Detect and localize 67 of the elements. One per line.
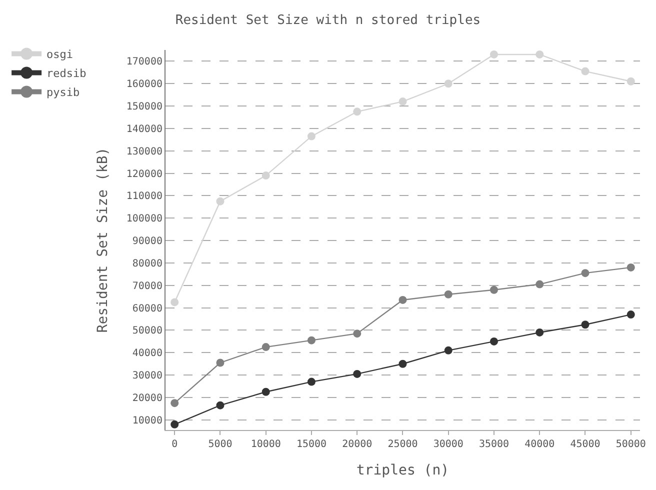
point [444,290,452,298]
y-tick-label: 20000 [132,392,162,404]
point [536,280,544,288]
point [398,296,407,304]
point [170,420,179,428]
point [170,399,179,408]
y-tick-label: 160000 [126,79,162,90]
y-tick-label: 80000 [132,258,162,270]
y-tick-label: 30000 [132,370,162,382]
point [581,269,590,278]
y-tick-label: 130000 [126,146,162,158]
y-tick-label: 10000 [132,415,162,426]
x-tick-label: 25000 [388,439,418,450]
point [353,370,362,378]
legend-label: redsib [46,66,86,80]
point [490,286,498,294]
y-tick-label: 110000 [126,191,162,202]
y-tick-label: 60000 [132,303,162,314]
point [398,360,407,368]
point [626,263,635,272]
point [398,98,407,106]
point [626,310,635,319]
y-tick-label: 70000 [132,280,162,292]
point [353,330,362,338]
point [216,358,224,367]
point [170,298,179,306]
y-tick-label: 140000 [126,124,162,135]
y-tick-label: 90000 [132,236,162,248]
point [262,172,270,180]
point [490,337,498,346]
x-tick-label: 35000 [478,439,510,450]
point [216,197,224,206]
y-tick-label: 100000 [126,214,162,225]
point [536,50,544,58]
point [262,343,270,352]
y-axis-title: Resident Set Size (kB) [94,147,111,333]
point [353,108,362,116]
point [626,77,635,86]
y-tick-label: 120000 [126,168,162,180]
x-tick-label: 30000 [433,439,464,450]
point [307,132,316,140]
legend-label: pysib [46,86,80,99]
point [444,346,452,354]
point [216,401,224,410]
point [581,320,590,329]
point [581,67,590,76]
point [307,336,316,344]
y-tick-label: 170000 [126,56,162,68]
y-tick-label: 40000 [132,348,162,360]
chart-title: Resident Set Size with n stored triples [175,12,481,28]
x-tick-label: 15000 [296,439,327,450]
x-tick-label: 50000 [616,439,646,450]
point [444,80,452,88]
x-tick-label: 0 [172,439,178,450]
x-tick-label: 45000 [570,439,600,450]
point [536,328,544,336]
x-tick-label: 5000 [208,439,232,450]
point [262,388,270,396]
x-tick-label: 40000 [524,439,555,450]
point [490,50,498,58]
y-tick-label: 150000 [126,102,162,113]
x-axis-title: triples (n) [356,462,450,478]
x-tick-label: 10000 [250,439,281,450]
point [307,378,316,386]
legend-label: osgi [46,48,74,61]
x-tick-label: 20000 [342,439,372,450]
y-tick-label: 50000 [132,326,162,337]
